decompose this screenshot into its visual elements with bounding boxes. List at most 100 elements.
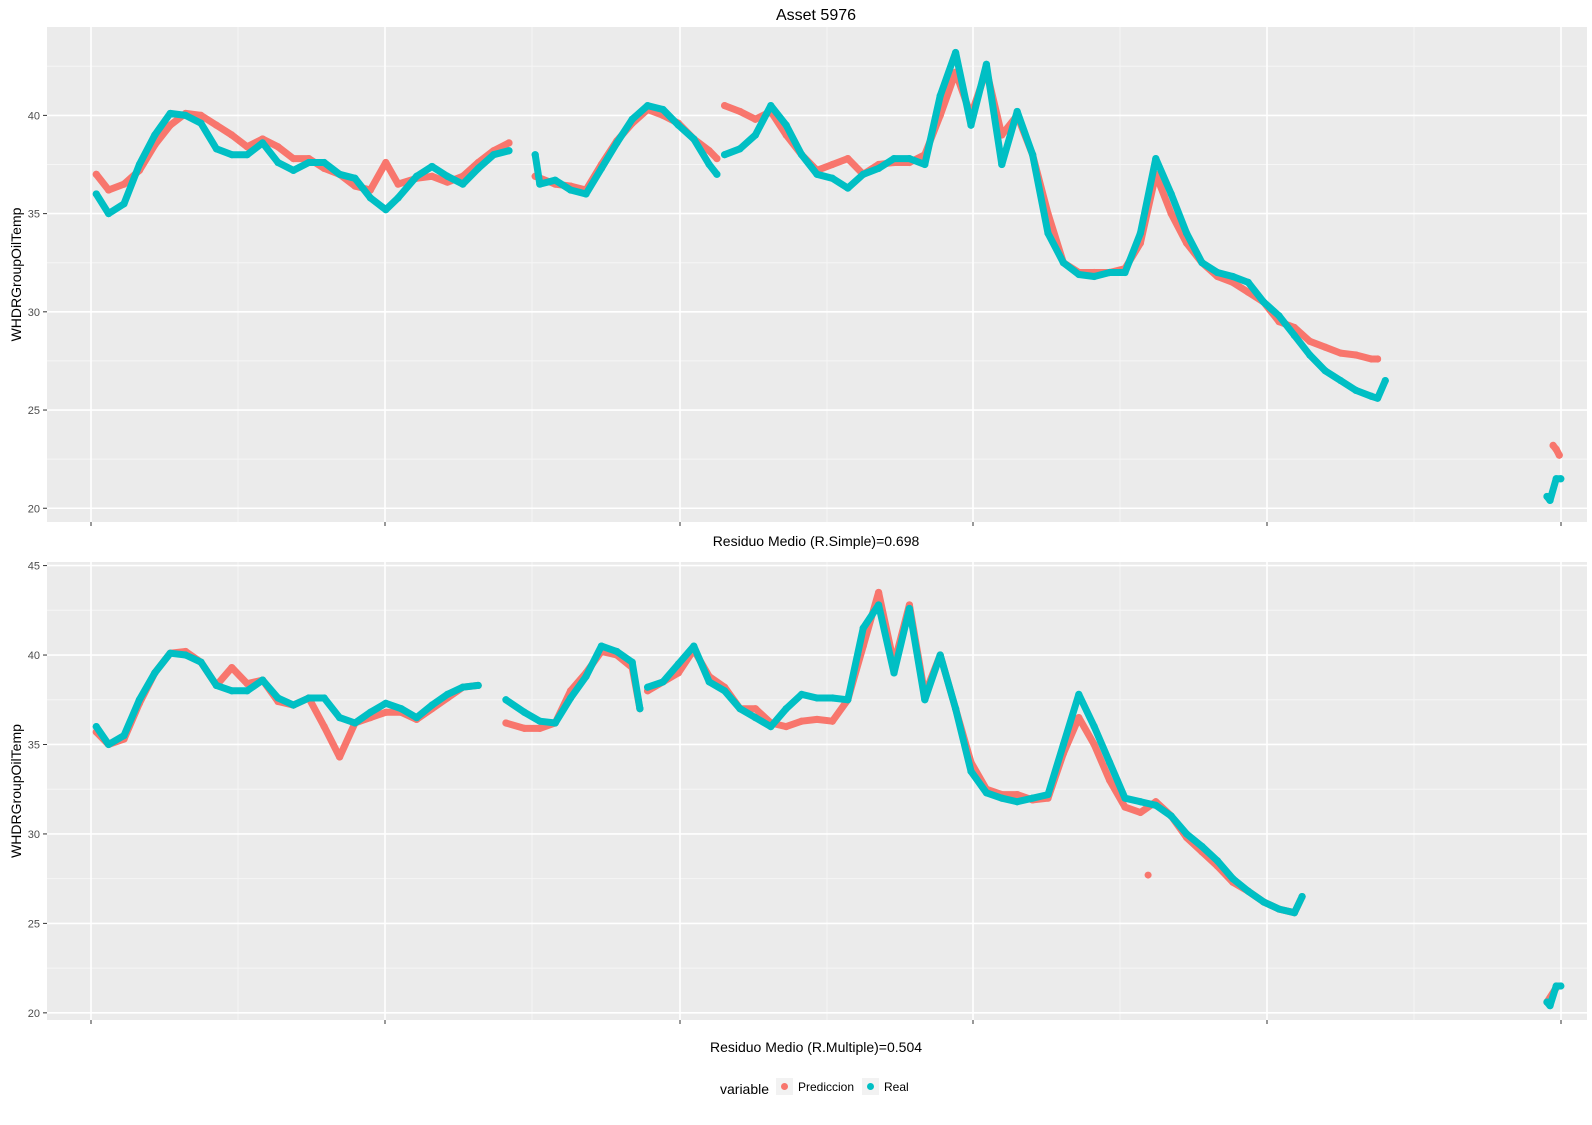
data-point [798, 690, 806, 698]
data-point [690, 135, 698, 143]
data-point [1552, 445, 1560, 453]
data-point [567, 694, 575, 702]
data-point [1367, 392, 1375, 400]
data-point [644, 101, 652, 110]
legend-marker [781, 1083, 788, 1090]
data-point [92, 170, 100, 178]
data-point [659, 105, 667, 114]
data-point [520, 724, 529, 732]
data-point [212, 145, 220, 153]
data-point [428, 172, 436, 180]
data-point [151, 669, 159, 677]
panel-1: 20 25 30 35 40 WHDRGroupOilTemp Residuo Medio … [8, 27, 1587, 549]
series-line [92, 109, 513, 194]
series-real [92, 601, 1565, 1010]
data-point [305, 694, 313, 702]
data-point [1029, 794, 1037, 802]
data-point [736, 705, 744, 713]
data-point [982, 789, 991, 797]
data-point [736, 145, 744, 153]
data-point [613, 647, 621, 656]
data-point [1352, 386, 1360, 394]
data-point [628, 115, 636, 123]
data-point [690, 642, 698, 650]
y-tick-label: 35 [28, 209, 40, 221]
data-point [394, 180, 402, 188]
data-point [890, 155, 898, 163]
data-point [336, 170, 344, 178]
data-point [721, 101, 729, 110]
data-point [1290, 331, 1298, 339]
data-point [228, 151, 236, 159]
data-point [166, 109, 174, 118]
data-point [1090, 740, 1098, 749]
data-point [1229, 272, 1237, 281]
data-point [502, 696, 510, 704]
data-point [1381, 376, 1389, 385]
x-axis-label: Residuo Medio (R.Multiple)=0.504 [710, 1039, 922, 1055]
data-point [905, 155, 914, 163]
data-point [382, 158, 390, 167]
data-point [243, 151, 251, 159]
data-point [274, 143, 282, 151]
data-point [721, 151, 729, 159]
series-real [92, 48, 1565, 504]
data-point [382, 699, 390, 707]
data-point [982, 60, 991, 68]
data-point [259, 676, 267, 684]
data-point [1546, 1002, 1554, 1010]
legend-label: Prediccion [798, 1080, 854, 1094]
data-point [1183, 229, 1191, 237]
data-point [105, 210, 113, 218]
legend-entries: Prediccion Real [776, 1078, 909, 1095]
data-point [505, 139, 513, 147]
data-point [459, 683, 467, 691]
data-point [289, 166, 297, 174]
data-point [613, 139, 621, 147]
data-point [1136, 798, 1144, 806]
data-point [536, 724, 544, 732]
data-point [967, 121, 975, 129]
data-point [1013, 107, 1021, 116]
data-point [597, 642, 606, 650]
data-point [259, 139, 267, 147]
y-tick-label: 25 [28, 405, 40, 417]
data-point [1044, 790, 1052, 799]
data-point [921, 160, 929, 169]
data-point [1106, 758, 1114, 766]
legend-entry-prediccion: Prediccion [776, 1078, 854, 1095]
legend-entry-real: Real [862, 1078, 909, 1095]
data-point [859, 170, 867, 178]
data-point [212, 681, 220, 690]
data-point [828, 717, 837, 725]
data-point [1198, 842, 1206, 851]
data-point [659, 678, 667, 686]
data-point [228, 131, 236, 139]
data-point [582, 672, 590, 681]
data-point [490, 151, 498, 159]
data-point [1167, 812, 1175, 820]
data-point [828, 174, 837, 182]
data-point [875, 164, 883, 173]
data-point [844, 155, 852, 163]
data-point [1198, 259, 1206, 267]
data-point [413, 172, 421, 180]
y-tick-label: 20 [28, 1008, 40, 1020]
data-point [120, 731, 128, 740]
data-point [1260, 898, 1268, 906]
data-point [1059, 259, 1067, 267]
data-point [243, 143, 251, 151]
data-point [1075, 690, 1083, 698]
data-point [1013, 790, 1021, 799]
data-point [1244, 278, 1252, 286]
data-point [320, 158, 328, 167]
data-point [582, 190, 590, 198]
y-tick-label: 40 [28, 650, 40, 662]
data-point [767, 722, 775, 731]
legend-title: variable [720, 1081, 769, 1097]
data-point [120, 180, 128, 188]
data-point [721, 687, 729, 695]
data-point [474, 164, 482, 173]
data-point [1121, 803, 1129, 811]
data-point [890, 669, 898, 677]
